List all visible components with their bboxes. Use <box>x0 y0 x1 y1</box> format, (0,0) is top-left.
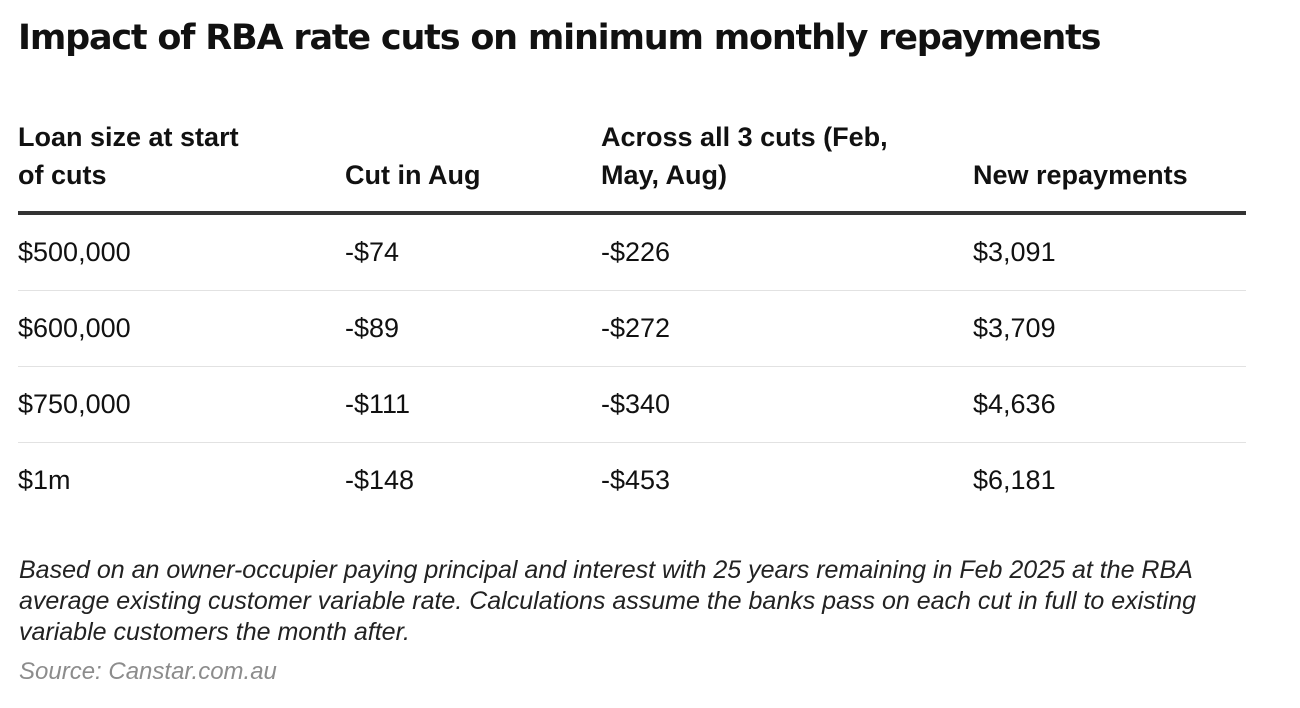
column-header-new-repayments: New repayments <box>973 118 1246 215</box>
header-line: Loan size at start <box>18 122 239 152</box>
cell-cut-in-aug: -$148 <box>345 465 415 495</box>
table-row: $750,000 -$111 -$340 $4,636 <box>18 366 1246 443</box>
cell-across-all-cuts: -$272 <box>601 290 973 367</box>
cell-new-repayments: $3,709 <box>973 290 1246 367</box>
cell-loan-size: $600,000 <box>18 290 345 367</box>
table-row: $500,000 -$74 -$226 $3,091 <box>18 213 1246 291</box>
cell-across-all-cuts: -$226 <box>601 213 973 291</box>
cell-cut-in-aug: -$89 <box>345 290 601 367</box>
cell-across-all-cuts: -$453 <box>601 465 671 495</box>
header-row: Loan size at start of cuts Cut in Aug Ac… <box>18 118 1246 215</box>
footnote: Based on an owner-occupier paying princi… <box>19 556 1197 646</box>
cell-new-repayments: $6,181 <box>973 465 1056 495</box>
column-header-across-all-cuts: Across all 3 cuts (Feb, May, Aug) <box>601 118 973 215</box>
chart-title: Impact of RBA rate cuts on minimum month… <box>18 18 1101 58</box>
column-header-loan-size: Loan size at start of cuts <box>18 118 345 215</box>
cell-loan-size: $500,000 <box>18 213 345 291</box>
table-row: $1m -$148 -$453 $6,181 <box>18 443 1246 519</box>
header-line: New repayments <box>973 160 1188 190</box>
repayments-table: Loan size at start of cuts Cut in Aug Ac… <box>18 118 1246 518</box>
cell-across-all-cuts: -$340 <box>601 366 973 443</box>
cell-new-repayments: $3,091 <box>973 213 1246 291</box>
header-line: May, Aug) <box>601 160 727 190</box>
header-line: Across all 3 cuts (Feb, <box>601 122 888 152</box>
cell-new-repayments: $4,636 <box>973 366 1246 443</box>
cell-cut-in-aug: -$74 <box>345 213 601 291</box>
source-credit: Source: Canstar.com.au <box>19 658 277 685</box>
column-header-cut-in-aug: Cut in Aug <box>345 118 601 215</box>
header-line: of cuts <box>18 160 107 190</box>
cell-cut-in-aug: -$111 <box>345 366 601 443</box>
cell-loan-size: $750,000 <box>18 366 345 443</box>
header-line: Cut in Aug <box>345 160 481 190</box>
cell-loan-size: $1m <box>18 465 71 495</box>
table-row: $600,000 -$89 -$272 $3,709 <box>18 290 1246 367</box>
